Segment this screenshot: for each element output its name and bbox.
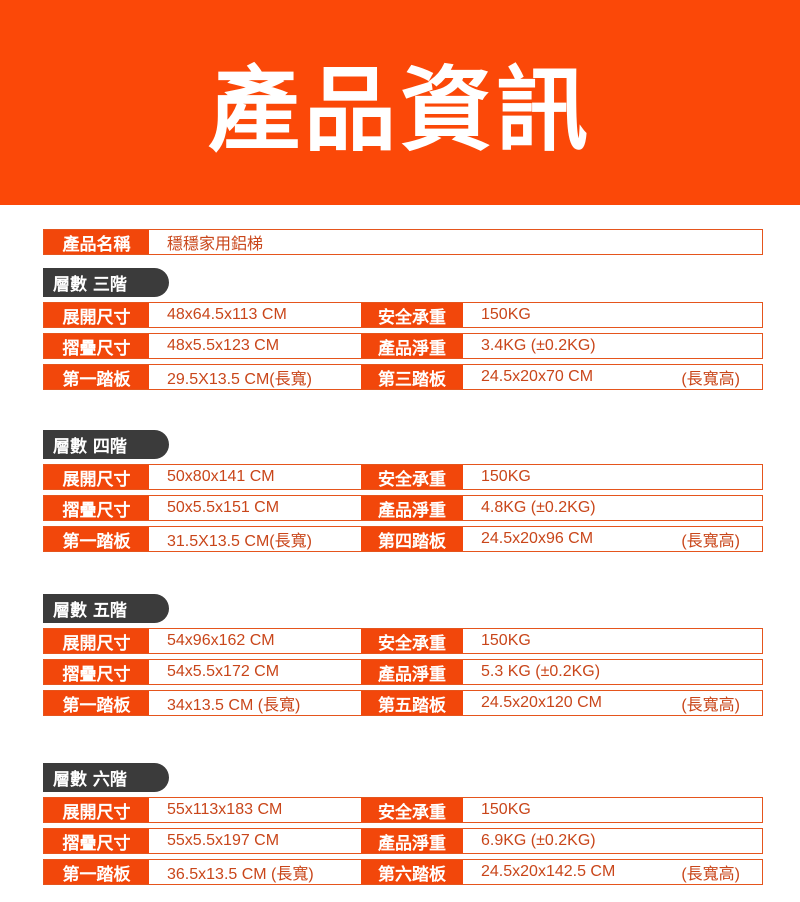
top-value: 24.5x20x142.5 CM (長寬高) (463, 860, 762, 884)
top-unit: (長寬高) (681, 866, 740, 883)
weight-label: 產品淨重 (361, 660, 463, 685)
weight-value: 6.9KG (±0.2KG) (463, 829, 762, 853)
spec-row: 第一踏板 36.5x13.5 CM (長寬) 第六踏板 24.5x20x142.… (43, 859, 763, 885)
product-name-row: 產品名稱 穩穩家用鋁梯 (43, 229, 763, 255)
section-pill: 層數 四階 (43, 430, 169, 459)
weight-value-text: 3.4KG (±0.2KG) (481, 337, 596, 354)
weight-label: 產品淨重 (361, 334, 463, 359)
page-title: 產品資訊 (207, 57, 592, 164)
spec-row: 第一踏板 29.5X13.5 CM(長寬) 第三踏板 24.5x20x70 CM… (43, 364, 763, 390)
weight-value-text: 4.8KG (±0.2KG) (481, 499, 596, 516)
weight-value-text: 6.9KG (±0.2KG) (481, 832, 596, 849)
top-unit: (長寬高) (681, 697, 740, 714)
fold-label: 摺疊尺寸 (44, 334, 149, 359)
unfold-value: 55x113x183 CM (167, 801, 283, 818)
fold-label: 摺疊尺寸 (44, 829, 149, 854)
top-value: 24.5x20x120 CM (長寬高) (463, 691, 762, 715)
section-pill: 層數 六階 (43, 763, 169, 792)
spec-row: 展開尺寸 54x96x162 CM 安全承重 150KG (43, 628, 763, 654)
top-value-text: 24.5x20x96 CM (481, 530, 594, 547)
spec-row: 展開尺寸 55x113x183 CM 安全承重 150KG (43, 797, 763, 823)
top-value: 24.5x20x70 CM (長寬高) (463, 365, 762, 389)
load-value-text: 150KG (481, 468, 531, 485)
fold-label: 摺疊尺寸 (44, 496, 149, 521)
spec-row: 第一踏板 31.5X13.5 CM(長寬) 第四踏板 24.5x20x96 CM… (43, 526, 763, 552)
weight-label: 產品淨重 (361, 829, 463, 854)
spec-row: 摺疊尺寸 48x5.5x123 CM 產品淨重 3.4KG (±0.2KG) (43, 333, 763, 359)
first-value: 34x13.5 CM (長寬) (167, 697, 301, 714)
spec-row: 展開尺寸 48x64.5x113 CM 安全承重 150KG (43, 302, 763, 328)
load-label: 安全承重 (361, 798, 463, 823)
first-label: 第一踏板 (44, 691, 149, 716)
load-value: 150KG (463, 798, 762, 822)
weight-value: 3.4KG (±0.2KG) (463, 334, 762, 358)
unfold-value: 54x96x162 CM (167, 632, 275, 649)
spec-row: 摺疊尺寸 50x5.5x151 CM 產品淨重 4.8KG (±0.2KG) (43, 495, 763, 521)
weight-value-text: 5.3 KG (±0.2KG) (481, 663, 601, 680)
load-value-text: 150KG (481, 632, 531, 649)
load-value: 150KG (463, 465, 762, 489)
unfold-label: 展開尺寸 (44, 465, 149, 490)
unfold-label: 展開尺寸 (44, 303, 149, 328)
fold-value: 54x5.5x172 CM (167, 663, 280, 680)
top-label: 第六踏板 (361, 860, 463, 885)
product-name-value: 穩穩家用鋁梯 (167, 236, 264, 253)
load-value-text: 150KG (481, 306, 531, 323)
weight-value: 5.3 KG (±0.2KG) (463, 660, 762, 684)
spec-row: 摺疊尺寸 55x5.5x197 CM 產品淨重 6.9KG (±0.2KG) (43, 828, 763, 854)
weight-label: 產品淨重 (361, 496, 463, 521)
top-value: 24.5x20x96 CM (長寬高) (463, 527, 762, 551)
unfold-label: 展開尺寸 (44, 798, 149, 823)
spec-row: 展開尺寸 50x80x141 CM 安全承重 150KG (43, 464, 763, 490)
weight-value: 4.8KG (±0.2KG) (463, 496, 762, 520)
unfold-value: 50x80x141 CM (167, 468, 275, 485)
load-label: 安全承重 (361, 303, 463, 328)
top-value-text: 24.5x20x142.5 CM (481, 863, 616, 880)
unfold-label: 展開尺寸 (44, 629, 149, 654)
product-name-label: 產品名稱 (44, 230, 149, 255)
top-unit: (長寬高) (681, 533, 740, 550)
first-label: 第一踏板 (44, 365, 149, 390)
fold-value: 55x5.5x197 CM (167, 832, 280, 849)
top-label: 第四踏板 (361, 527, 463, 552)
top-unit: (長寬高) (681, 371, 740, 388)
unfold-value: 48x64.5x113 CM (167, 306, 287, 323)
fold-value: 48x5.5x123 CM (167, 337, 280, 354)
section-pill: 層數 五階 (43, 594, 169, 623)
top-label: 第五踏板 (361, 691, 463, 716)
first-label: 第一踏板 (44, 860, 149, 885)
header-banner: 產品資訊 (0, 0, 800, 205)
fold-label: 摺疊尺寸 (44, 660, 149, 685)
first-value: 31.5X13.5 CM(長寬) (167, 533, 312, 550)
load-value: 150KG (463, 303, 762, 327)
spec-row: 摺疊尺寸 54x5.5x172 CM 產品淨重 5.3 KG (±0.2KG) (43, 659, 763, 685)
load-label: 安全承重 (361, 629, 463, 654)
load-value: 150KG (463, 629, 762, 653)
top-value-text: 24.5x20x70 CM (481, 368, 594, 385)
top-label: 第三踏板 (361, 365, 463, 390)
top-value-text: 24.5x20x120 CM (481, 694, 602, 711)
fold-value: 50x5.5x151 CM (167, 499, 280, 516)
first-value: 36.5x13.5 CM (長寬) (167, 866, 314, 883)
spec-row: 第一踏板 34x13.5 CM (長寬) 第五踏板 24.5x20x120 CM… (43, 690, 763, 716)
load-label: 安全承重 (361, 465, 463, 490)
load-value-text: 150KG (481, 801, 531, 818)
first-label: 第一踏板 (44, 527, 149, 552)
first-value: 29.5X13.5 CM(長寬) (167, 371, 312, 388)
section-pill: 層數 三階 (43, 268, 169, 297)
